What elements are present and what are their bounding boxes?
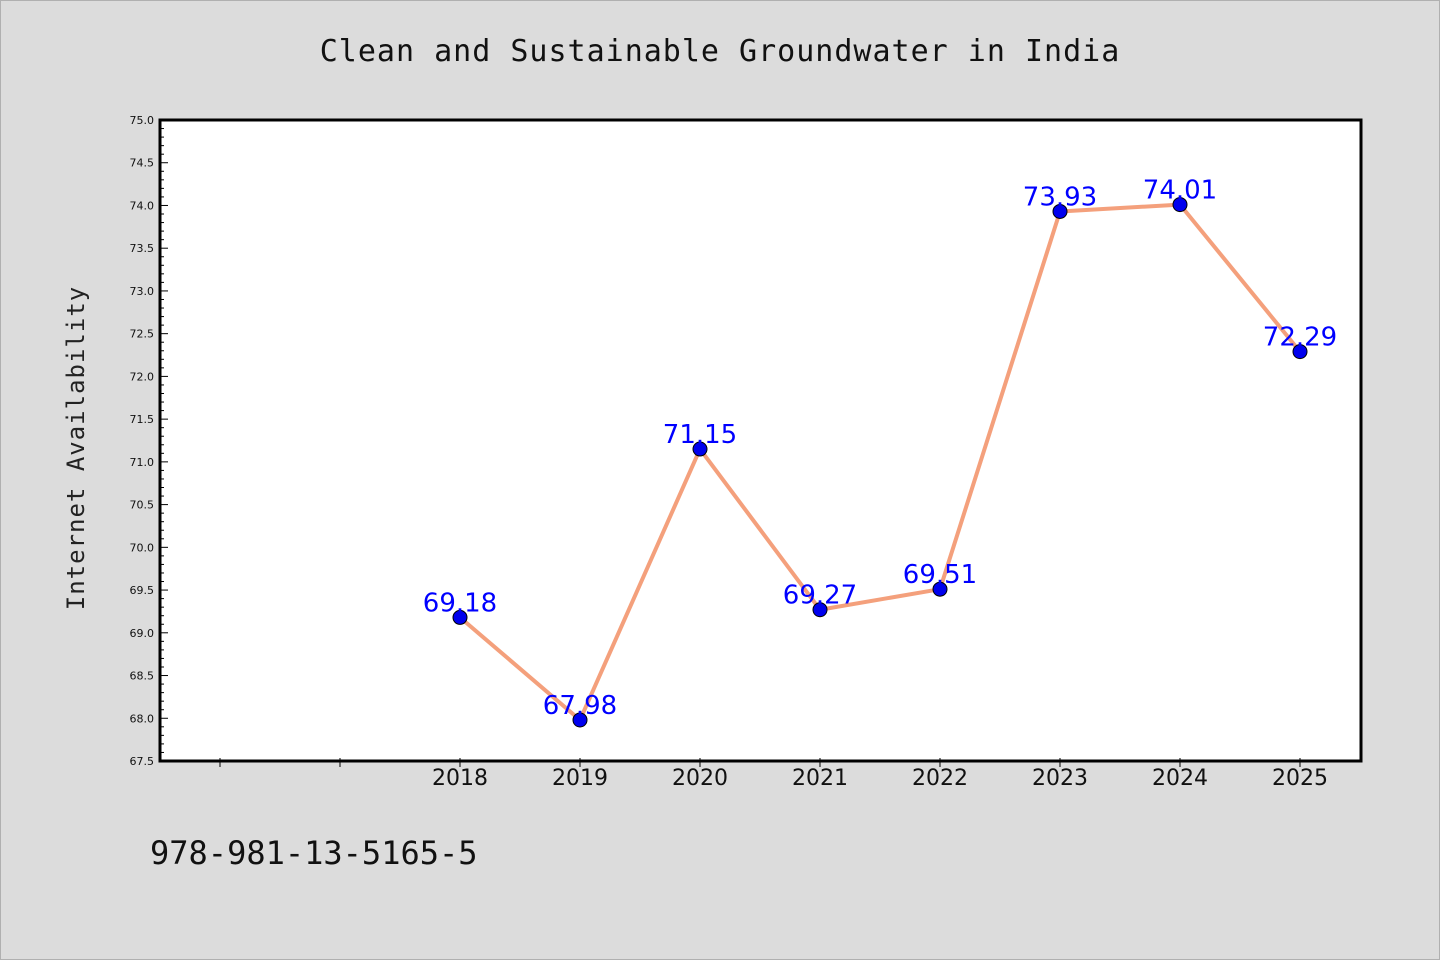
y-tick-label: 71.0	[130, 456, 155, 469]
y-tick-label: 68.5	[130, 670, 155, 683]
y-tick-label: 72.5	[130, 328, 155, 341]
x-tick-label: 2022	[912, 766, 968, 791]
x-tick-label: 2018	[432, 766, 488, 791]
x-axis-ticks: 2018 2019 2020 2021 2022 2023 2024 2025	[219, 758, 1328, 791]
plot-background	[158, 118, 1363, 763]
x-tick-label: 2021	[792, 766, 848, 791]
y-tick-label: 74.5	[130, 157, 155, 170]
data-label: 71.15	[663, 420, 737, 450]
data-label: 72.29	[1263, 323, 1337, 353]
y-axis-ticks: 67.5 68.0 68.5 69.0 69.5 70.0 70.5 71.0 71.5 72.0…	[130, 114, 168, 768]
y-tick-label: 74.0	[130, 199, 155, 212]
data-point	[452, 609, 468, 625]
y-tick-label: 73.0	[130, 285, 155, 298]
x-tick-label: 2024	[1152, 766, 1208, 791]
y-tick-label: 72.0	[130, 370, 155, 383]
data-label: 69.51	[903, 560, 977, 590]
y-tick-label: 69.5	[130, 584, 155, 597]
y-tick-label: 68.0	[130, 712, 155, 725]
footer-code: 978-981-13-5165-5	[150, 834, 478, 872]
data-label: 69.27	[783, 581, 857, 611]
data-point	[812, 602, 828, 618]
y-tick-label: 70.0	[130, 541, 155, 554]
y-tick-label: 70.5	[130, 499, 155, 512]
y-tick-label: 67.5	[130, 755, 155, 768]
data-point	[932, 581, 948, 597]
series-group: 69.18 67.98 71.15 69.27 69.51 73.93 74.01 72.29	[423, 176, 1337, 728]
data-point	[572, 712, 588, 728]
x-tick-label: 2025	[1272, 766, 1328, 791]
y-tick-label: 71.5	[130, 413, 155, 426]
y-tick-label: 73.5	[130, 242, 155, 255]
data-label: 67.98	[543, 691, 617, 721]
x-tick-label: 2023	[1032, 766, 1088, 791]
x-tick-label: 2020	[672, 766, 728, 791]
x-tick-label: 2019	[552, 766, 608, 791]
data-label: 74.01	[1143, 176, 1217, 206]
y-tick-label: 69.0	[130, 627, 155, 640]
series-line	[458, 202, 1302, 722]
data-label: 73.93	[1023, 182, 1097, 212]
data-point	[1172, 197, 1188, 213]
data-point	[1052, 203, 1068, 219]
data-point	[692, 441, 708, 457]
y-tick-label: 75.0	[130, 114, 155, 127]
data-point	[1292, 344, 1308, 360]
data-label: 69.18	[423, 588, 497, 618]
chart-title: Clean and Sustainable Groundwater in Ind…	[319, 34, 1121, 69]
